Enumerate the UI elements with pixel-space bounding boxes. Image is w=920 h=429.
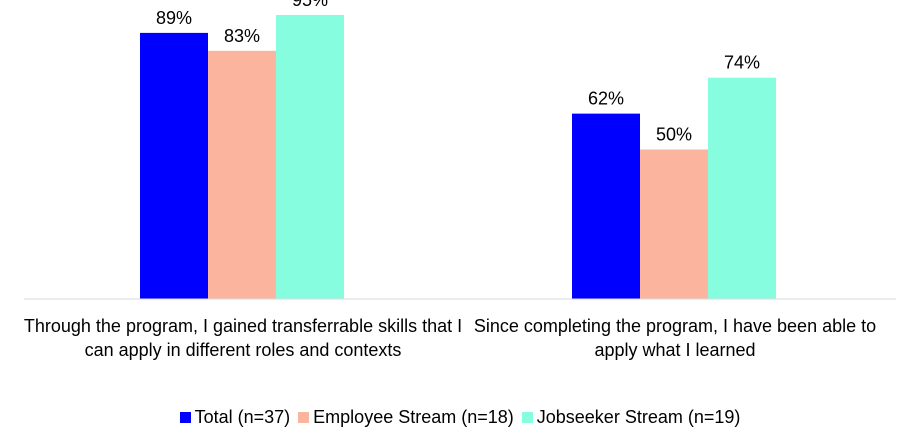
legend-item-jobseeker-stream: Jobseeker Stream (n=19) <box>521 406 741 428</box>
legend-swatch-employee-stream <box>298 411 310 423</box>
legend-swatch-jobseeker-stream <box>521 411 533 423</box>
bar-group <box>140 14 776 300</box>
bar-employee-stream-cat1 <box>208 50 276 299</box>
bar-jobseeker-stream-cat1 <box>276 14 344 299</box>
legend-swatch-total <box>179 411 191 423</box>
value-label-jobseeker-stream-cat1: 95% <box>292 0 328 10</box>
category-label-1: Through the program, I gained transferra… <box>23 316 463 360</box>
legend-item-total: Total (n=37) <box>179 406 291 428</box>
category-label-2: Since completing the program, I have bee… <box>473 316 877 360</box>
value-label-employee-stream-cat1: 83% <box>224 26 260 46</box>
legend-label-employee-stream: Employee Stream (n=18) <box>313 406 514 427</box>
value-label-employee-stream-cat2: 50% <box>656 125 692 145</box>
legend: Total (n=37) Employee Stream (n=18) Jobs… <box>0 405 920 429</box>
legend-label-total: Total (n=37) <box>194 406 291 427</box>
bar-employee-stream-cat2 <box>640 149 708 299</box>
value-label-jobseeker-stream-cat2: 74% <box>724 53 760 73</box>
legend-label-jobseeker-stream: Jobseeker Stream (n=19) <box>536 406 741 427</box>
bar-jobseeker-stream-cat2 <box>708 77 776 300</box>
bar-total-cat2 <box>572 113 640 300</box>
legend-item-employee-stream: Employee Stream (n=18) <box>298 407 514 428</box>
bar-total-cat1 <box>140 32 208 299</box>
value-label-group: 89% 62% 83% 50% 95% 74% <box>156 0 760 145</box>
value-label-total-cat2: 62% <box>588 89 624 109</box>
value-label-total-cat1: 89% <box>156 8 192 28</box>
